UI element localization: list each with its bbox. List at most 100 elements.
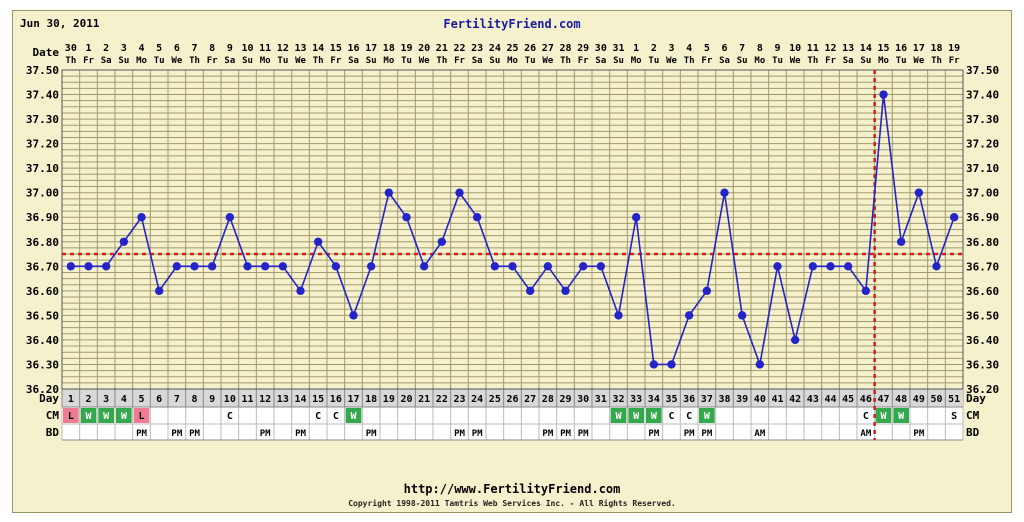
temperature-point[interactable]	[119, 237, 129, 246]
temperature-point[interactable]	[278, 262, 288, 271]
bd-value: PM	[136, 429, 147, 439]
weekday-label: Fr	[949, 56, 960, 66]
date-label: 22	[453, 43, 465, 54]
temperature-point[interactable]	[331, 262, 341, 271]
date-label: 12	[277, 43, 289, 54]
day-number: 49	[913, 394, 925, 405]
date-label: 9	[774, 43, 780, 54]
temperature-point[interactable]	[649, 360, 659, 369]
date-label: 25	[506, 43, 518, 54]
temperature-point[interactable]	[949, 213, 959, 222]
temperature-point[interactable]	[843, 262, 853, 271]
cm-row-label-left: CM	[46, 409, 60, 422]
cm-value: W	[350, 411, 357, 422]
temperature-point[interactable]	[207, 262, 217, 271]
temperature-point[interactable]	[490, 262, 500, 271]
y-tick-right: 36.20	[966, 383, 999, 396]
temperature-point[interactable]	[260, 262, 270, 271]
temperature-point[interactable]	[932, 262, 941, 271]
temperature-point[interactable]	[419, 262, 429, 271]
temperature-point[interactable]	[84, 262, 93, 271]
bd-value: PM	[913, 429, 924, 439]
temperature-point[interactable]	[472, 213, 482, 222]
cm-value: W	[121, 411, 128, 422]
temperature-point[interactable]	[313, 237, 323, 246]
cm-cell-W	[646, 408, 662, 423]
temperature-point[interactable]	[684, 311, 694, 320]
day-number: 44	[824, 394, 836, 405]
day-row-label-right: Day	[966, 392, 986, 405]
cm-value: W	[615, 411, 622, 422]
weekday-label: Su	[489, 56, 500, 66]
temperature-point[interactable]	[455, 188, 464, 197]
temperature-point[interactable]	[101, 262, 111, 271]
temperature-point[interactable]	[225, 213, 235, 222]
weekday-label: We	[171, 56, 182, 66]
temperature-point[interactable]	[561, 286, 570, 296]
temperature-point[interactable]	[702, 286, 712, 296]
temperature-point[interactable]	[543, 262, 553, 271]
date-label: 11	[259, 43, 271, 54]
temperature-point[interactable]	[737, 311, 747, 320]
date-label: 6	[721, 43, 727, 54]
temperature-point[interactable]	[525, 286, 535, 296]
temperature-point[interactable]	[826, 262, 835, 271]
temperature-point[interactable]	[172, 262, 182, 271]
temperature-point[interactable]	[578, 262, 588, 271]
temperature-point[interactable]	[508, 262, 517, 271]
temperature-point[interactable]	[896, 237, 906, 246]
day-number: 33	[630, 394, 642, 405]
temperature-point[interactable]	[790, 335, 800, 345]
temperature-point[interactable]	[402, 213, 411, 222]
temperature-point[interactable]	[667, 360, 676, 369]
date-label: 29	[577, 43, 589, 54]
temperature-point[interactable]	[914, 188, 924, 197]
y-tick-right: 37.00	[966, 187, 999, 200]
temperature-point[interactable]	[861, 286, 871, 296]
date-label: 31	[612, 43, 624, 54]
temperature-point[interactable]	[614, 311, 623, 320]
cm-cell-L	[63, 408, 79, 423]
date-label: 26	[524, 43, 536, 54]
weekday-label: Sa	[595, 56, 606, 66]
temperature-point[interactable]	[243, 262, 252, 271]
date-label: 5	[704, 43, 710, 54]
day-number: 45	[842, 394, 854, 405]
date-label: 1	[85, 43, 91, 54]
weekday-label: Fr	[701, 56, 712, 66]
weekday-label: Su	[860, 56, 871, 66]
y-tick-left: 36.80	[26, 236, 59, 249]
temperature-point[interactable]	[137, 213, 146, 222]
footer-url[interactable]: http://www.FertilityFriend.com	[403, 482, 621, 496]
date-label: 18	[930, 43, 942, 54]
cm-value: C	[333, 411, 339, 422]
temperature-point[interactable]	[808, 262, 818, 271]
temperature-point[interactable]	[596, 262, 606, 271]
site-title[interactable]: FertilityFriend.com	[443, 17, 581, 31]
temperature-point[interactable]	[366, 262, 376, 271]
temperature-point[interactable]	[190, 262, 199, 271]
temperature-point[interactable]	[720, 188, 729, 197]
weekday-label: Tu	[401, 56, 412, 66]
day-number: 22	[436, 394, 448, 405]
date-label: 3	[121, 43, 127, 54]
temperature-point[interactable]	[154, 286, 164, 296]
temperature-point[interactable]	[349, 311, 358, 320]
cm-value: C	[315, 411, 321, 422]
temperature-point[interactable]	[755, 360, 765, 369]
day-number: 26	[506, 394, 518, 405]
day-number: 32	[612, 394, 624, 405]
temperature-point[interactable]	[384, 188, 394, 197]
temperature-point[interactable]	[879, 90, 888, 99]
day-number: 19	[383, 394, 395, 405]
temperature-point[interactable]	[773, 262, 782, 271]
y-tick-right: 36.30	[966, 358, 999, 371]
y-tick-right: 37.30	[966, 113, 999, 126]
temperature-point[interactable]	[66, 262, 76, 271]
temperature-point[interactable]	[631, 213, 641, 222]
weekday-label: Tu	[277, 56, 288, 66]
day-row-bg	[62, 389, 963, 407]
temperature-point[interactable]	[296, 286, 305, 296]
cm-value: W	[103, 411, 110, 422]
temperature-point[interactable]	[437, 237, 447, 246]
